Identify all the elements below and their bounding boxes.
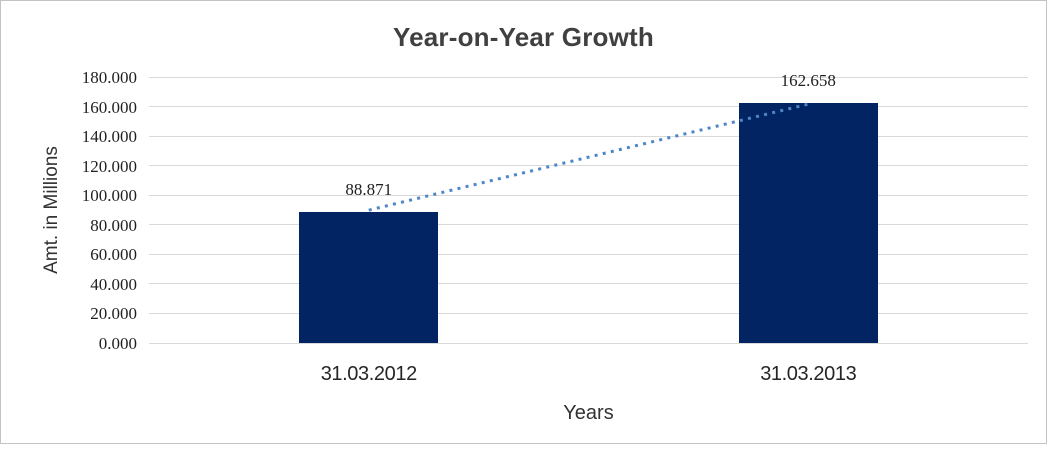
gridline <box>149 76 1028 78</box>
chart-title: Year-on-Year Growth <box>393 22 654 52</box>
y-axis-tick-label: 60.000 <box>90 245 137 265</box>
y-axis-tick-label: 20.000 <box>90 304 137 324</box>
gridline <box>149 342 1028 344</box>
y-axis-tick-label: 100.000 <box>81 186 137 206</box>
x-axis-tick-label: 31.03.2013 <box>760 363 857 385</box>
gridline <box>149 224 1028 226</box>
gridline <box>149 194 1028 196</box>
y-axis-tick-label: 120.000 <box>81 156 137 176</box>
bar-value-label: 162.658 <box>780 70 836 90</box>
bar <box>738 102 878 343</box>
plot-area: 88.871 162.658 <box>149 72 1028 344</box>
y-axis-tick-label: 0.000 <box>98 334 137 353</box>
gridline <box>149 165 1028 167</box>
y-axis-tick-label: 40.000 <box>90 274 137 294</box>
x-axis-title: Years <box>563 402 614 424</box>
y-axis-tick-label: 160.000 <box>81 97 137 117</box>
y-axis-tick-label: 140.000 <box>81 127 137 147</box>
gridline <box>149 253 1028 255</box>
gridline <box>149 283 1028 285</box>
bar-value-label: 88.871 <box>345 179 393 199</box>
bar <box>299 211 439 343</box>
x-axis-tick-label: 31.03.2012 <box>320 363 418 385</box>
gridline <box>149 312 1028 314</box>
y-axis-tick-label: 180.000 <box>81 68 137 87</box>
y-axis-tick-label: 80.000 <box>90 215 137 235</box>
gridline <box>149 106 1028 108</box>
gridline <box>149 135 1028 137</box>
